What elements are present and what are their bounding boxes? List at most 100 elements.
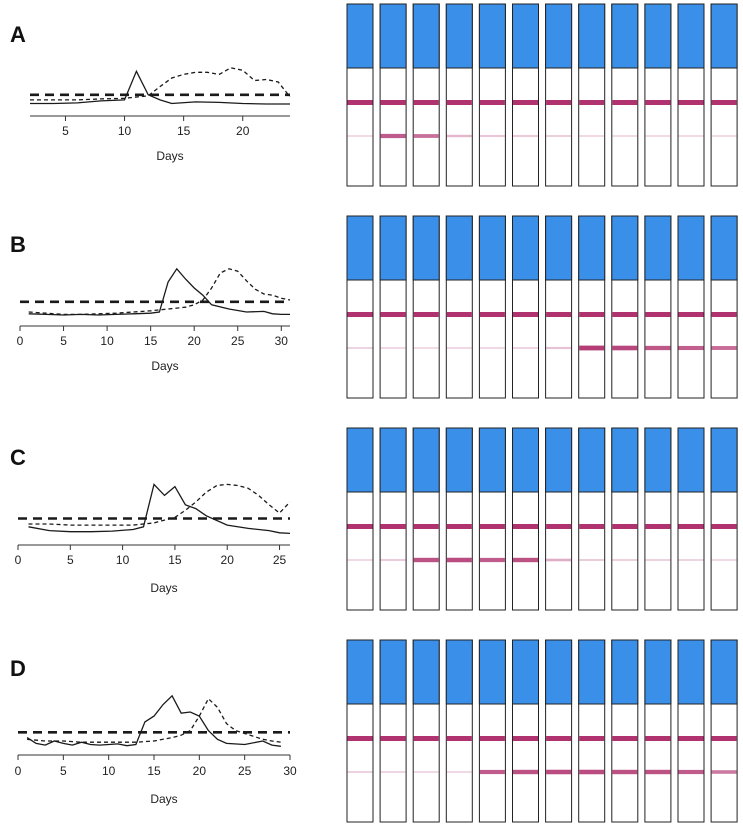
strip-sample-pad <box>578 215 606 281</box>
test-band <box>446 347 472 349</box>
strip-sample-pad <box>545 639 573 705</box>
x-tick-label: 0 <box>15 553 22 567</box>
control-band <box>513 100 538 105</box>
x-tick-label: 15 <box>144 334 158 348</box>
series-solid-line <box>28 483 291 535</box>
x-tick-label: 20 <box>193 764 207 778</box>
strip-sample-pad <box>677 3 705 69</box>
strip-sample-pad <box>412 427 440 493</box>
strip-sample-pad <box>445 639 473 705</box>
test-strip <box>545 215 573 399</box>
control-band <box>678 736 704 741</box>
panel-letter: D <box>10 656 26 681</box>
control-band <box>546 100 572 105</box>
control-band <box>645 100 671 105</box>
test-band <box>446 557 472 563</box>
control-band <box>479 100 505 105</box>
control-band <box>579 312 605 317</box>
strip-sample-pad <box>611 427 639 493</box>
strip-sample-pad <box>710 215 738 281</box>
test-strip <box>545 3 573 187</box>
strip-sample-pad <box>346 215 374 281</box>
control-band <box>645 524 671 529</box>
panel-d: D 0 5 10 15 20 25 30 Days <box>10 639 738 823</box>
test-strip <box>545 427 573 611</box>
strip-sample-pad <box>379 427 407 493</box>
panel-letter: C <box>10 445 26 470</box>
strip-sample-pad <box>710 3 738 69</box>
x-tick-label: 15 <box>168 553 182 567</box>
x-tick-label: 30 <box>275 334 289 348</box>
control-band <box>645 736 671 741</box>
strip-sample-pad <box>611 639 639 705</box>
control-band <box>546 736 572 741</box>
x-axis-title: Days <box>156 149 183 163</box>
test-strip <box>512 215 539 399</box>
test-strip <box>677 215 705 399</box>
panel-a: A 5 10 15 20 Days <box>10 3 738 187</box>
control-band <box>546 312 572 317</box>
strip-sample-pad <box>710 639 738 705</box>
control-band <box>513 736 538 741</box>
x-tick-label: 10 <box>118 124 132 138</box>
x-tick-label: 25 <box>273 553 287 567</box>
test-strip <box>346 427 374 611</box>
control-band <box>612 524 638 529</box>
test-strip <box>379 3 407 187</box>
test-band <box>413 134 439 138</box>
x-tick-label: 15 <box>147 764 161 778</box>
test-band <box>612 135 638 137</box>
x-tick-label: 30 <box>283 764 297 778</box>
strip-sample-pad <box>644 639 672 705</box>
test-strip <box>379 215 407 399</box>
strip-sample-pad <box>512 427 539 493</box>
control-band <box>678 312 704 317</box>
x-tick-label: 10 <box>102 764 116 778</box>
control-band <box>479 736 505 741</box>
strip-sample-pad <box>545 427 573 493</box>
test-band <box>645 135 671 137</box>
test-band <box>446 771 472 773</box>
test-strip <box>710 427 738 611</box>
test-band <box>347 771 373 773</box>
strip-sample-pad <box>445 215 473 281</box>
test-strip <box>512 3 539 187</box>
control-band <box>413 100 439 105</box>
strip-sample-pad <box>445 3 473 69</box>
test-band <box>513 769 538 775</box>
strip-sample-pad <box>346 639 374 705</box>
test-band <box>380 133 406 139</box>
test-band <box>711 346 737 350</box>
test-strip <box>478 3 506 187</box>
test-band <box>479 347 505 349</box>
test-strip <box>578 427 606 611</box>
test-strip <box>644 427 672 611</box>
test-strip <box>710 3 738 187</box>
test-band <box>678 135 704 137</box>
test-band <box>380 771 406 773</box>
test-band <box>479 557 505 563</box>
control-band <box>347 524 373 529</box>
strip-sample-pad <box>710 427 738 493</box>
test-band <box>546 135 572 137</box>
series-solid-line <box>28 267 290 316</box>
test-band <box>347 559 373 561</box>
x-tick-label: 25 <box>238 764 252 778</box>
test-band <box>678 345 704 351</box>
control-band <box>579 736 605 741</box>
control-band <box>645 312 671 317</box>
test-strip <box>677 427 705 611</box>
series-solid-line <box>30 69 290 105</box>
test-band <box>546 346 572 350</box>
test-band <box>612 345 638 351</box>
test-strip <box>611 3 639 187</box>
test-band <box>711 770 737 774</box>
control-band <box>413 524 439 529</box>
strip-sample-pad <box>412 639 440 705</box>
strip-sample-pad <box>346 427 374 493</box>
test-strip <box>412 215 440 399</box>
strip-sample-pad <box>412 215 440 281</box>
x-tick-label: 5 <box>60 764 67 778</box>
x-axis-title: Days <box>151 359 178 373</box>
